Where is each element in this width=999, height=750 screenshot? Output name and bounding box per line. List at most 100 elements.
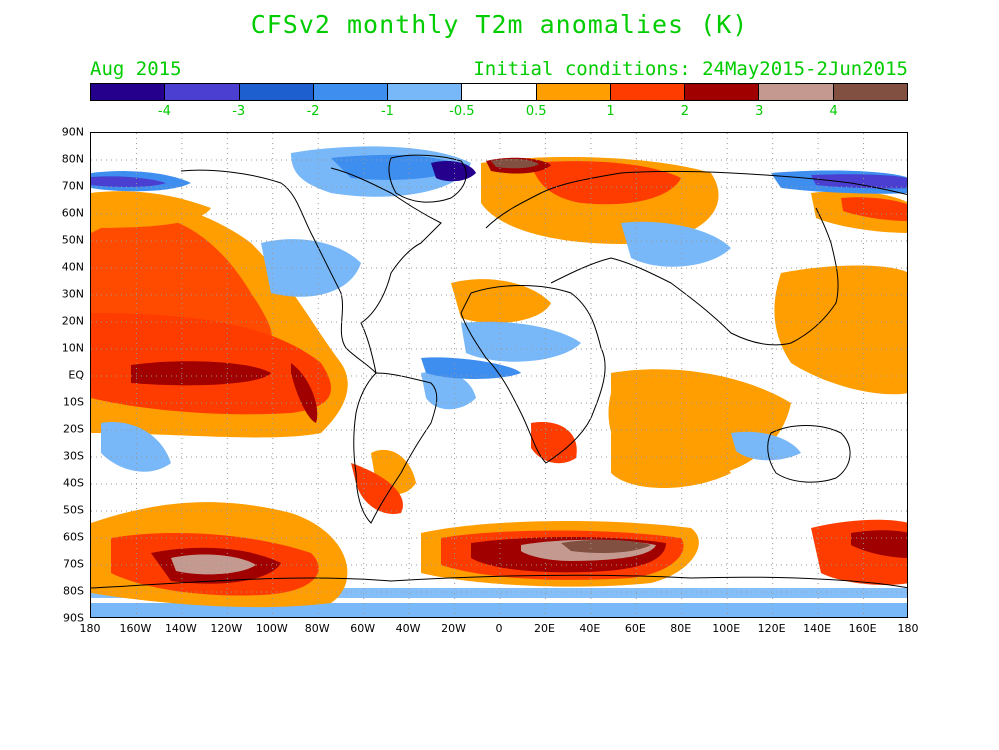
colorbar-segment [91, 84, 166, 100]
y-tick-label: 20N [61, 314, 84, 328]
x-tick-label: 140W [164, 622, 197, 635]
initial-conditions-label: Initial conditions: 24May2015-2Jun2015 [473, 58, 908, 80]
amazon-cool [421, 371, 476, 410]
tropical-atlantic-cool [421, 357, 521, 379]
south-pacific-extreme [171, 554, 256, 575]
x-tick-label: 40E [579, 622, 601, 635]
colorbar-segment [685, 84, 760, 100]
y-tick-label: 40N [61, 260, 84, 274]
colorbar-segment [313, 84, 389, 100]
x-tick-label: 40W [395, 622, 421, 635]
north-africa-warm [451, 279, 551, 323]
x-tick-label: 60E [624, 622, 646, 635]
y-tick-label: 70S [63, 557, 84, 571]
y-tick-label: 10N [61, 341, 84, 355]
southwest-pacific-hot [851, 530, 907, 558]
east-pacific-north-warm [851, 330, 907, 373]
x-tick-label: 160E [848, 622, 877, 635]
central-asia-cool [621, 221, 731, 267]
colorbar-label: 2 [680, 104, 690, 119]
west-africa-cool [461, 321, 581, 362]
y-tick-label: 40S [63, 476, 84, 490]
asia-south-coast [550, 207, 839, 346]
coastlines [91, 154, 907, 589]
y-tick-label: 90N [61, 125, 84, 139]
y-tick-label: 30N [61, 287, 84, 301]
x-tick-label: 120E [757, 622, 786, 635]
peru-coast-hot [291, 363, 318, 423]
argentina-warm [351, 463, 403, 514]
australia-outline [767, 425, 851, 483]
y-tick-label: EQ [68, 368, 84, 382]
siberia-arctic-strong-cool [811, 174, 907, 189]
x-tick-label: 180 [897, 622, 919, 635]
y-tick-label: 80N [61, 152, 84, 166]
southern-africa-warm [531, 422, 577, 464]
colorbar-label: 4 [829, 104, 838, 119]
y-tick-label: 90S [63, 611, 84, 625]
southern-ocean-max [561, 539, 651, 553]
colorbar-label: -3 [232, 104, 246, 119]
anomaly-map [91, 133, 907, 617]
y-tick-label: 80S [63, 584, 84, 598]
y-tick-label: 60S [63, 530, 84, 544]
x-tick-label: 60W [350, 622, 376, 635]
eurasia-north-coast [485, 171, 907, 229]
colorbar-label: 1 [606, 104, 615, 119]
y-tick-label: 50N [61, 233, 84, 247]
colorbar-segment [388, 84, 463, 100]
alaska-strong-cool [91, 176, 166, 188]
colorbar-segment [759, 84, 834, 100]
svalbard-max [491, 158, 539, 169]
x-tick-label: 0 [495, 622, 503, 635]
y-tick-label: 10S [63, 395, 84, 409]
north-atlantic-west-warm [91, 191, 211, 228]
y-tick-label: 30S [63, 449, 84, 463]
x-tick-label: 180 [79, 622, 101, 635]
y-tick-label: 50S [63, 503, 84, 517]
africa-outline [460, 285, 606, 464]
y-tick-label: 60N [61, 206, 84, 220]
northwest-pacific-strong [841, 197, 907, 221]
colorbar-segment [610, 84, 686, 100]
antarctic-cool-band [91, 588, 907, 598]
y-tick-label: 20S [63, 422, 84, 436]
x-tick-label: 80E [670, 622, 692, 635]
south-america-outline [353, 372, 438, 524]
map-plot [90, 132, 908, 618]
colorbar-segment [165, 84, 240, 100]
x-tick-label: 160W [119, 622, 152, 635]
southern-indian-warm [611, 432, 731, 488]
antarctica-coast [91, 574, 907, 589]
colorbar-segment [462, 84, 537, 100]
colorbar-segment [833, 84, 907, 100]
colorbar-label: -1 [380, 104, 394, 119]
colorbar-label: 3 [755, 104, 764, 119]
south-pacific-cool [101, 422, 171, 472]
x-tick-label: 20W [441, 622, 466, 635]
north-america-east-coast [330, 167, 442, 374]
colorbar-label: -4 [157, 104, 171, 119]
colorbar-label: -0.5 [449, 104, 475, 119]
north-america-west-coast [180, 169, 377, 374]
colorbar-label: 0.5 [525, 104, 547, 119]
x-tick-label: 80W [304, 622, 330, 635]
month-label: Aug 2015 [90, 58, 182, 80]
x-tick-label: 100E [712, 622, 741, 635]
colorbar-segment [536, 84, 611, 100]
x-tick-label: 140E [803, 622, 832, 635]
x-tick-label: 120W [210, 622, 243, 635]
nino34-hot-core [131, 361, 271, 386]
anomaly-shading [91, 146, 907, 617]
x-tick-label: 100W [255, 622, 288, 635]
grid-lines [91, 133, 907, 617]
west-pacific-warm [774, 265, 907, 395]
colorbar-segment [239, 84, 314, 100]
colorbar [90, 83, 908, 101]
colorbar-labels: -4 -3 -2 -1 -0.5 0.5 1 2 3 4 [90, 104, 908, 120]
south-pole-cool-band [91, 603, 907, 617]
south-indian-cool [731, 431, 801, 461]
x-tick-label: 20E [533, 622, 555, 635]
y-tick-label: 70N [61, 179, 84, 193]
colorbar-label: -2 [306, 104, 320, 119]
